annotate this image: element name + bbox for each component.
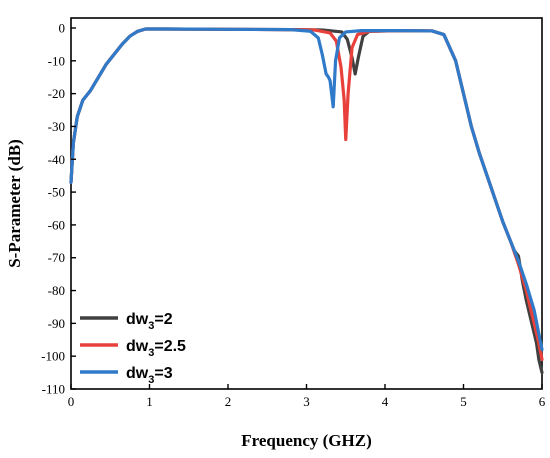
x-tick-label: 1 xyxy=(146,394,153,409)
y-tick-label: -20 xyxy=(48,86,65,101)
y-tick-label: -50 xyxy=(48,185,65,200)
y-tick-label: -80 xyxy=(48,283,65,298)
y-tick-label: 0 xyxy=(59,21,66,36)
y-tick-label: -100 xyxy=(41,349,65,364)
series-line-2 xyxy=(69,27,544,362)
legend-label-3: dw3=3 xyxy=(126,365,173,386)
y-tick-label: -10 xyxy=(48,53,65,68)
y-tick-label: -90 xyxy=(48,316,65,331)
legend-label-1: dw3=2 xyxy=(126,311,173,332)
y-tick-label: -70 xyxy=(48,250,65,265)
legend-label-2: dw3=2.5 xyxy=(126,338,186,359)
x-tick-label: 5 xyxy=(460,394,467,409)
x-axis-title: Frequency (GHZ) xyxy=(241,431,371,450)
plot-frame xyxy=(70,17,543,390)
plot-area xyxy=(70,17,543,390)
axes-layer: 0 1 2 3 4 5 6 0 -10 -20 -30 -40 -50 -60 -70 -80 -90 -100 -… xyxy=(41,21,546,410)
y-tick-label: -30 xyxy=(48,119,65,134)
y-tick-label: -110 xyxy=(42,382,65,397)
x-tick-label: 4 xyxy=(382,394,389,409)
y-axis-title: S-Parameter (dB) xyxy=(5,139,24,268)
series-layer xyxy=(69,27,544,375)
y-tick-label: -40 xyxy=(48,152,65,167)
y-tick-label: -60 xyxy=(48,217,65,232)
x-tick-label: 6 xyxy=(539,394,546,409)
x-tick-label: 3 xyxy=(303,394,310,409)
series-line-3 xyxy=(69,27,544,352)
x-tick-label: 0 xyxy=(68,394,75,409)
legend: dw3=2 dw3=2.5 dw3=3 xyxy=(80,311,186,386)
x-tick-label: 2 xyxy=(225,394,232,409)
